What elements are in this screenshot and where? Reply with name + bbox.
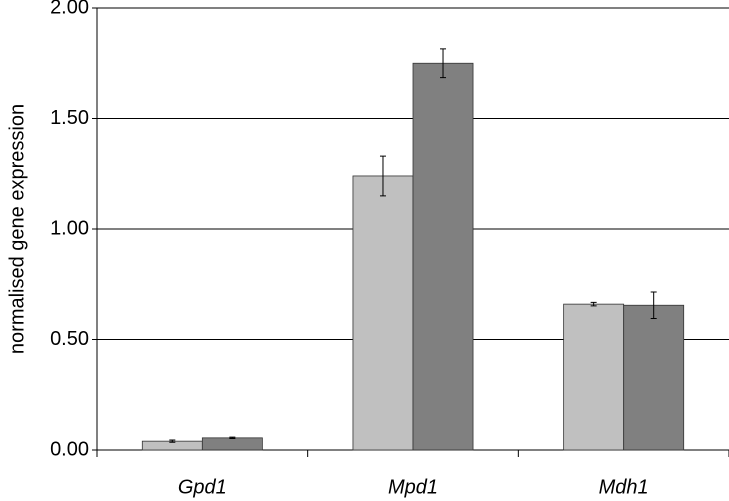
error-bar — [440, 48, 447, 79]
y-tick-label: 1.00 — [50, 217, 89, 239]
bar — [623, 304, 685, 451]
y-tick-label: 1.50 — [50, 107, 89, 129]
x-tick-label: Mpd1 — [388, 476, 438, 498]
y-tick-label: 2.00 — [50, 0, 89, 18]
y-tick-label: 0.00 — [50, 438, 89, 460]
bar — [352, 175, 414, 451]
error-bar — [650, 291, 657, 320]
error-bar — [590, 301, 597, 307]
x-tick-label: Gpd1 — [178, 476, 227, 498]
x-tick-label: Mdh1 — [599, 476, 649, 498]
y-axis-label: normalised gene expression — [6, 104, 28, 354]
bar — [201, 437, 263, 451]
error-bar — [379, 155, 386, 197]
error-bar — [229, 436, 236, 440]
error-bar — [169, 439, 176, 443]
bar — [563, 303, 625, 451]
bar — [412, 62, 474, 451]
y-tick-label: 0.50 — [50, 328, 89, 350]
